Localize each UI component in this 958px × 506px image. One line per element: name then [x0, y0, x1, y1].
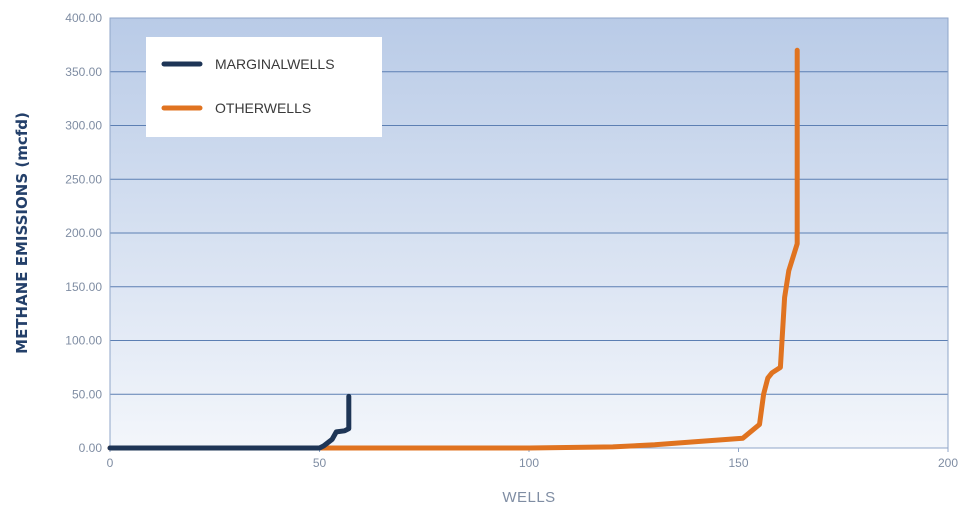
legend: MARGINALWELLS OTHERWELLS [146, 37, 382, 137]
legend-box [146, 37, 382, 137]
y-tick-label: 0.00 [79, 441, 103, 455]
y-tick-label: 150.00 [65, 280, 102, 294]
x-tick-label: 150 [728, 456, 748, 470]
y-tick-label: 300.00 [65, 119, 102, 133]
y-tick-label: 200.00 [65, 226, 102, 240]
x-tick-label: 50 [313, 456, 327, 470]
legend-label-marginal-wells: MARGINALWELLS [215, 56, 335, 72]
x-tick-label: 200 [938, 456, 958, 470]
x-axis-title: WELLS [502, 489, 555, 506]
x-tick-label: 100 [519, 456, 539, 470]
tick-labels: 0.00 50.00 100.00 150.00 200.00 250.00 300.00 3… [65, 11, 958, 470]
y-tick-label: 350.00 [65, 65, 102, 79]
x-tick-label: 0 [107, 456, 114, 470]
y-tick-label: 400.00 [65, 11, 102, 25]
legend-label-other-wells: OTHERWELLS [215, 100, 311, 116]
y-tick-label: 250.00 [65, 172, 102, 186]
y-axis-title: METHANE EMISSIONS (mcfd) [13, 112, 31, 354]
series-lines [107, 47, 800, 451]
series-line-marginal-wells [107, 393, 352, 451]
series-line-other-wells [107, 47, 800, 451]
y-tick-label: 100.00 [65, 334, 102, 348]
y-tick-label: 50.00 [72, 387, 102, 401]
